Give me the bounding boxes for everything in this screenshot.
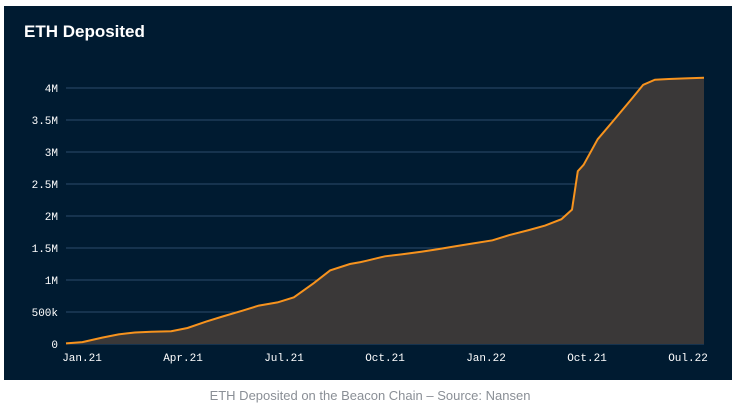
x-tick-label: Jan.22	[466, 353, 506, 365]
x-tick-label: Jul.21	[264, 353, 304, 365]
chart-caption: ETH Deposited on the Beacon Chain – Sour…	[209, 388, 531, 403]
x-tick-label: Jan.21	[62, 353, 102, 365]
y-tick-label: 1M	[45, 276, 58, 288]
y-tick-label: 0	[51, 340, 58, 352]
deposit-line	[65, 76, 705, 345]
chart-title: ETH Deposited	[24, 22, 145, 41]
y-tick-label: 4M	[45, 84, 58, 96]
y-tick-label: 3.5M	[32, 116, 58, 128]
y-tick-label: 2M	[45, 212, 58, 224]
y-tick-label: 1.5M	[32, 244, 58, 256]
x-tick-label: Apr.21	[163, 353, 203, 365]
x-tick-label: Oct.21	[365, 353, 405, 365]
y-tick-label: 2.5M	[32, 180, 58, 192]
x-tick-label: Oul.22	[668, 353, 708, 365]
deposit-area	[66, 77, 704, 345]
x-tick-label: Oct.21	[567, 353, 607, 365]
area-chart: 0 500k 1M 1.5M 2M 2.5M 3M 3.5M 4M Jan.21 Apr.21 Ju…	[32, 76, 708, 365]
y-tick-label: 500k	[32, 308, 59, 320]
y-tick-label: 3M	[45, 148, 58, 160]
